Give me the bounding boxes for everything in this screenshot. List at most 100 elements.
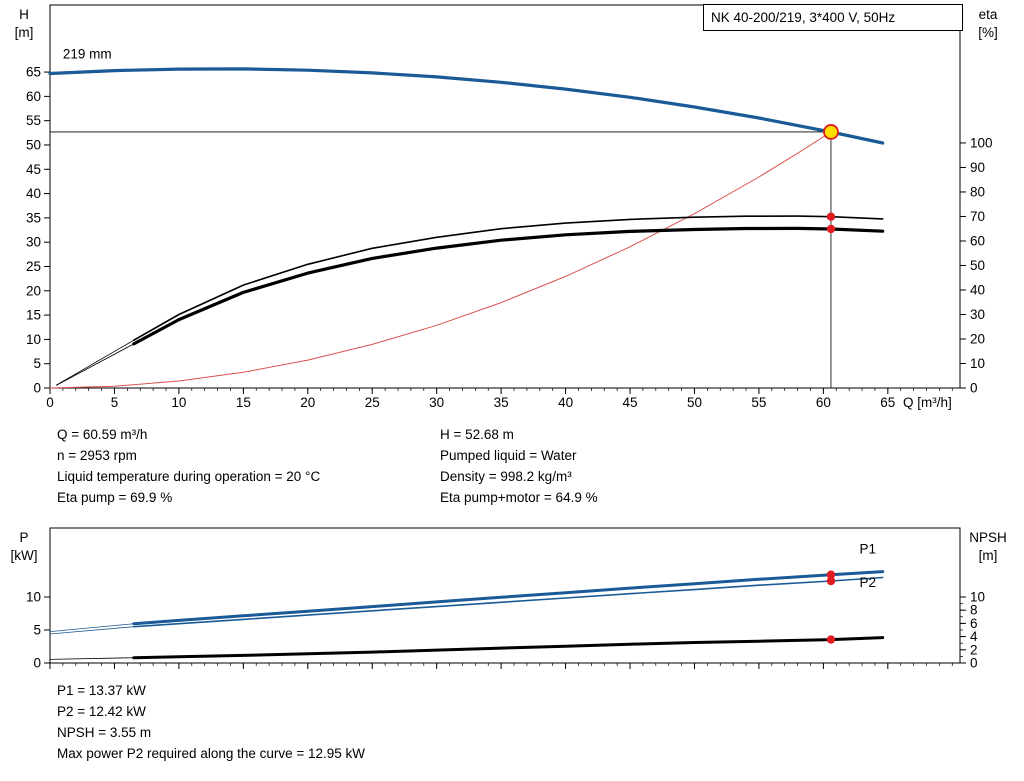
y-right-tick-label: 0 xyxy=(970,381,978,396)
npsh-point xyxy=(826,635,836,644)
y-right-tick-label: 90 xyxy=(970,160,985,175)
y-right-tick-label: 50 xyxy=(970,258,985,273)
y-left-tick-label: 5 xyxy=(33,622,41,637)
x-tick-label: 5 xyxy=(111,395,119,410)
plot-frame xyxy=(49,4,961,389)
y-right-axis-title: eta xyxy=(979,7,998,22)
eta-pump-point xyxy=(826,212,836,221)
y-left-tick-label: 60 xyxy=(26,89,41,104)
y-left-axis-title: H xyxy=(19,7,29,22)
x-tick-label: 35 xyxy=(494,395,509,410)
x-tick-label: 55 xyxy=(751,395,766,410)
npsh-lead-line xyxy=(49,657,135,660)
y-left-tick-label: 30 xyxy=(26,235,41,250)
info-flow: Q = 60.59 m³/h xyxy=(57,427,148,442)
y-right-tick-label: 6 xyxy=(970,616,978,631)
x-tick-label: 15 xyxy=(236,395,251,410)
system-curve xyxy=(49,131,832,389)
y-right-tick-label: 60 xyxy=(970,233,985,248)
y-left-tick-label: 20 xyxy=(26,283,41,298)
p2-curve xyxy=(133,576,884,628)
p1-label: P1 xyxy=(859,541,876,556)
info-p2: P2 = 12.42 kW xyxy=(57,704,146,719)
info-density: Density = 998.2 kg/m³ xyxy=(440,469,572,484)
y-right-tick-label: 20 xyxy=(970,331,985,346)
y-right-tick-label: 2 xyxy=(970,642,978,657)
y-left-tick-label: 65 xyxy=(26,65,41,80)
x-tick-label: 40 xyxy=(558,395,573,410)
y-right-tick-label: 30 xyxy=(970,307,985,322)
operating-data-left: Q = 60.59 m³/h n = 2953 rpm Liquid tempe… xyxy=(57,424,320,508)
info-max-power-p2: Max power P2 required along the curve = … xyxy=(57,746,366,761)
info-head: H = 52.68 m xyxy=(440,427,514,442)
npsh-curve xyxy=(132,636,885,660)
x-tick-label: 0 xyxy=(46,395,54,410)
x-tick-label: 45 xyxy=(623,395,638,410)
x-tick-label: 60 xyxy=(816,395,831,410)
p1-curve xyxy=(132,570,885,626)
y-right-tick-label: 8 xyxy=(970,603,978,618)
x-axis-title: Q [m³/h] xyxy=(903,395,952,410)
y-right-tick-label: 10 xyxy=(970,356,985,371)
eta-pump-motor-point xyxy=(826,224,836,234)
y-left-tick-label: 25 xyxy=(26,259,41,274)
y-left-tick-label: 50 xyxy=(26,137,41,152)
y-right-axis-title: [%] xyxy=(978,25,998,40)
eta-pump-curve xyxy=(133,215,884,341)
y-right-axis-title: NPSH xyxy=(969,530,1007,545)
x-tick-label: 50 xyxy=(687,395,702,410)
eta-pump-motor-lead-line xyxy=(56,343,135,386)
x-tick-label: 10 xyxy=(171,395,186,410)
y-right-tick-label: 0 xyxy=(970,656,978,671)
info-p1: P1 = 13.37 kW xyxy=(57,683,146,698)
y-left-axis-title: [kW] xyxy=(11,548,38,563)
p2-point xyxy=(826,576,836,586)
y-left-tick-label: 5 xyxy=(33,356,41,371)
y-left-tick-label: 40 xyxy=(26,186,41,201)
y-left-tick-label: 10 xyxy=(26,589,41,604)
y-left-axis-title: P xyxy=(19,530,28,545)
pump-curve-219mm xyxy=(48,67,885,145)
info-eta-pump: Eta pump = 69.9 % xyxy=(57,490,173,505)
y-left-tick-label: 35 xyxy=(26,210,41,225)
y-right-tick-label: 40 xyxy=(970,282,985,297)
y-right-tick-label: 80 xyxy=(970,184,985,199)
info-npsh: NPSH = 3.55 m xyxy=(57,725,152,740)
info-pumped-liquid: Pumped liquid = Water xyxy=(440,448,577,463)
y-left-tick-label: 10 xyxy=(26,332,41,347)
info-liquid-temperature: Liquid temperature during operation = 20… xyxy=(57,469,321,484)
y-left-tick-label: 0 xyxy=(33,656,41,671)
y-right-tick-label: 100 xyxy=(970,135,993,150)
qh-eta-chart[interactable]: 0 5 10 15 20 25 30 35 40 45 50 55 60 65 Q [m³/h] 0 5 10 15… xyxy=(0,0,1024,420)
duty-point xyxy=(823,124,839,140)
impeller-diameter-label: 219 mm xyxy=(63,46,112,61)
eta-pump-motor-curve xyxy=(132,226,885,346)
y-left-tick-label: 0 xyxy=(33,381,41,396)
p1-point xyxy=(826,570,836,579)
p2-label: P2 xyxy=(859,575,876,590)
x-tick-label: 25 xyxy=(365,395,380,410)
plot-frame xyxy=(49,527,961,664)
eta-pump-lead-line xyxy=(56,339,135,386)
p1-lead-line xyxy=(49,623,135,632)
info-speed: n = 2953 rpm xyxy=(57,448,137,463)
y-left-tick-label: 15 xyxy=(26,308,41,323)
pump-title-box: NK 40-200/219, 3*400 V, 50Hz xyxy=(703,4,963,31)
power-npsh-data: P1 = 13.37 kW P2 = 12.42 kW NPSH = 3.55 … xyxy=(57,680,365,764)
y-right-axis-title: [m] xyxy=(979,548,998,563)
p2-lead-line xyxy=(49,626,135,635)
y-left-tick-label: 55 xyxy=(26,113,41,128)
info-eta-pump-motor: Eta pump+motor = 64.9 % xyxy=(440,490,598,505)
y-right-tick-label: 70 xyxy=(970,209,985,224)
y-right-tick-label: 10 xyxy=(970,589,985,604)
pump-title: NK 40-200/219, 3*400 V, 50Hz xyxy=(711,10,896,25)
operating-data-right: H = 52.68 m Pumped liquid = Water Densit… xyxy=(440,424,598,508)
y-left-tick-label: 45 xyxy=(26,162,41,177)
x-tick-label: 65 xyxy=(880,395,895,410)
x-tick-label: 30 xyxy=(429,395,444,410)
y-left-axis-title: [m] xyxy=(15,25,34,40)
x-tick-label: 20 xyxy=(300,395,315,410)
y-right-tick-label: 4 xyxy=(970,629,978,644)
